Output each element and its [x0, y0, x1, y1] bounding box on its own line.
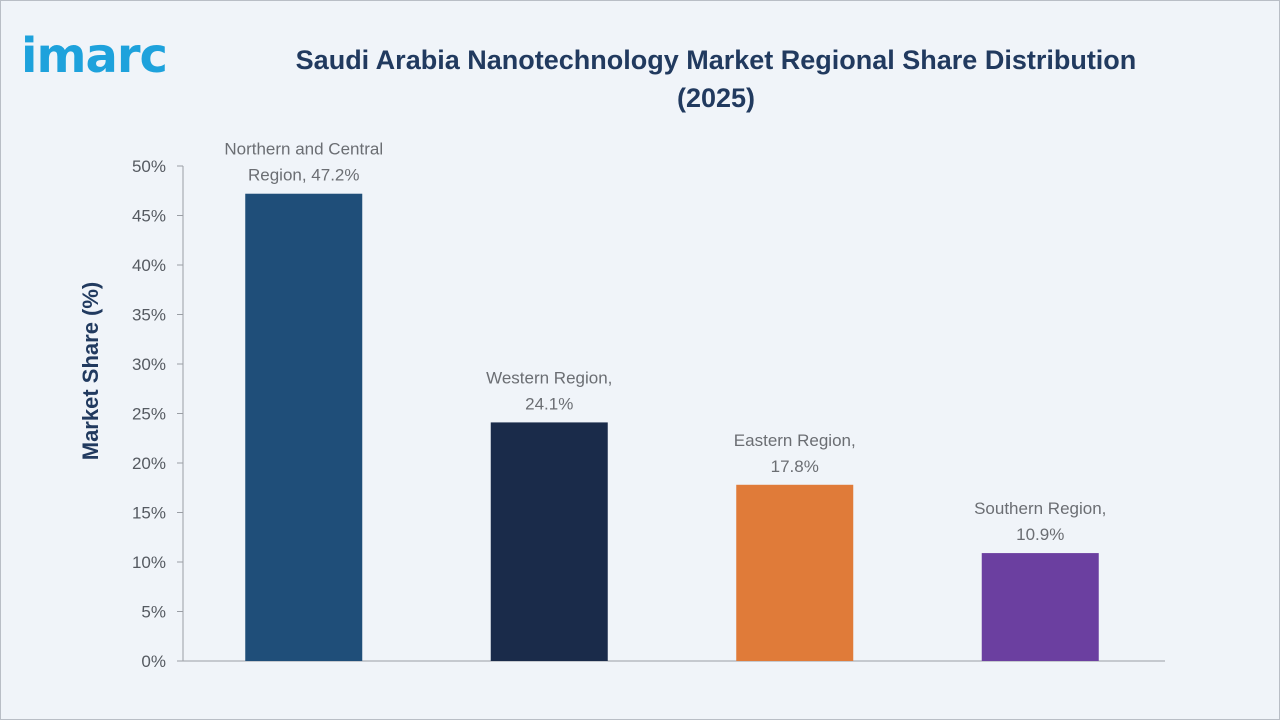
y-tick-label: 15% — [132, 504, 166, 523]
imarc-logo: imarc — [21, 21, 206, 83]
bars — [245, 193, 1099, 661]
y-tick-label: 40% — [132, 256, 166, 275]
y-tick-label: 50% — [132, 157, 166, 176]
y-axis-label: Market Share (%) — [78, 282, 103, 461]
y-tick-label: 0% — [141, 652, 166, 671]
data-labels: Northern and Central Region, 47.2% Western… — [224, 140, 1106, 544]
y-tick-label: 35% — [132, 306, 166, 325]
y-tick-label: 25% — [132, 405, 166, 424]
y-tick-label: 5% — [141, 603, 166, 622]
y-tick-label: 20% — [132, 454, 166, 473]
chart-title: Saudi Arabia Nanotechnology Market Regio… — [295, 45, 1137, 113]
y-tick-label: 10% — [132, 553, 166, 572]
logo-text: imarc — [21, 28, 168, 84]
bar — [490, 422, 608, 661]
y-axis-label-group: Market Share (%) — [78, 282, 103, 461]
bar — [245, 193, 363, 661]
y-tick-label: 45% — [132, 207, 166, 226]
y-tick-label: 30% — [132, 355, 166, 374]
bar — [736, 484, 854, 661]
bar-data-label: Southern Region, 10.9% — [974, 499, 1106, 544]
bar-data-label: Eastern Region, 17.8% — [734, 431, 856, 476]
bar — [981, 553, 1099, 661]
bar-data-label: Northern and Central Region, 47.2% — [224, 140, 383, 185]
bar-data-label: Western Region, 24.1% — [486, 368, 612, 413]
